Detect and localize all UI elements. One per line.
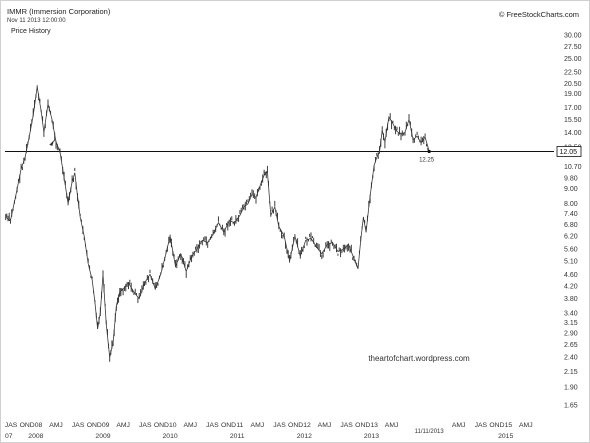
x-tick-label: OND — [489, 422, 504, 429]
y-tick-label: 22.50 — [564, 69, 582, 76]
x-year-label: 2013 — [364, 433, 379, 440]
x-tick-label: AMJ — [116, 422, 130, 429]
y-tick-label: 2.15 — [564, 369, 578, 376]
x-tick-label: OND — [221, 422, 236, 429]
plot-area: 12.25 12.05 theartofchart.wordpress.com — [5, 85, 582, 363]
x-year-label: 2015 — [498, 433, 513, 440]
x-year-label: 2009 — [95, 433, 110, 440]
arrow-mark — [49, 139, 55, 146]
y-tick-label: 9.80 — [564, 175, 578, 182]
y-tick-label: 2.90 — [564, 331, 578, 338]
y-tick-label: 8.00 — [564, 201, 578, 208]
y-tick-label: 6.20 — [564, 234, 578, 241]
y-tick-label: 2.40 — [564, 355, 578, 362]
credit-label: © FreeStockCharts.com — [498, 10, 579, 19]
x-tick-label: 13 — [370, 422, 378, 429]
y-tick-label: 17.00 — [564, 105, 582, 112]
x-tick-label: OND — [154, 422, 169, 429]
x-tick-label: JAS — [340, 422, 353, 429]
y-tick-label: 3.80 — [564, 296, 578, 303]
y-tick-label: 3.40 — [564, 310, 578, 317]
y-tick-label: 4.60 — [564, 272, 578, 279]
x-tick-label: 12 — [303, 422, 311, 429]
y-tick-label: 30.00 — [564, 33, 582, 40]
x-tick-label: JAS — [475, 422, 488, 429]
y-tick-label: 15.50 — [564, 117, 582, 124]
chart-title: IMMR (Immersion Corporation) — [7, 7, 111, 16]
watermark-text: theartofchart.wordpress.com — [368, 354, 470, 363]
price-series — [5, 85, 430, 362]
x-axis: JAS OND 08 AMJ JAS OND 09 AMJ JAS OND 10 AMJ JAS OND 1… — [5, 422, 533, 440]
x-year-label: 07 — [5, 433, 13, 440]
x-tick-label: 08 — [35, 422, 43, 429]
x-tick-label: JAS — [5, 422, 18, 429]
y-tick-label: 7.40 — [564, 211, 578, 218]
x-year-label: 2008 — [28, 433, 43, 440]
chart-subtitle: Price History — [11, 28, 51, 35]
x-tick-label: AMJ — [49, 422, 63, 429]
y-tick-label: 9.00 — [564, 186, 578, 193]
x-tick-label: AMJ — [251, 422, 265, 429]
x-tick-label: 11 — [236, 422, 243, 429]
x-tick-label: 10 — [169, 422, 177, 429]
y-tick-label: 19.00 — [564, 91, 582, 98]
current-price-label: 12.05 — [560, 149, 578, 156]
y-tick-label: 1.65 — [564, 403, 578, 410]
y-axis: 30.00 27.50 25.00 22.50 20.50 19.00 17.00 15.50… — [564, 33, 582, 410]
y-tick-label: 3.15 — [564, 320, 578, 327]
x-year-label: 2012 — [297, 433, 312, 440]
x-tick-label: OND — [288, 422, 303, 429]
x-tick-label: JAS — [273, 422, 286, 429]
y-tick-label: 5.60 — [564, 247, 578, 254]
x-tick-label: AMJ — [452, 422, 466, 429]
x-tick-label: AMJ — [519, 422, 533, 429]
x-tick-label: JAS — [206, 422, 219, 429]
x-tick-label: 09 — [102, 422, 110, 429]
x-tick-label: AMJ — [385, 422, 399, 429]
y-tick-label: 6.80 — [564, 222, 578, 229]
y-tick-label: 14.00 — [564, 130, 582, 137]
y-tick-label: 1.90 — [564, 385, 578, 392]
y-tick-label: 4.20 — [564, 283, 578, 290]
x-tick-label: OND — [87, 422, 102, 429]
last-price-marker — [427, 149, 431, 154]
x-tick-label: OND — [20, 422, 35, 429]
x-tick-label: OND — [355, 422, 370, 429]
x-year-label: 2011 — [230, 433, 245, 440]
y-tick-label: 25.00 — [564, 56, 582, 63]
y-tick-label: 5.10 — [564, 259, 578, 266]
annotation-label: 12.25 — [419, 157, 435, 163]
y-tick-label: 10.70 — [564, 164, 582, 171]
x-tick-label: JAS — [139, 422, 152, 429]
x-year-label: 2010 — [163, 433, 178, 440]
x-tick-label: JAS — [72, 422, 85, 429]
price-line — [5, 86, 430, 358]
x-tick-label: 15 — [505, 422, 513, 429]
chart-datetime: Nov 11 2013 12:00:00 — [7, 18, 66, 24]
y-tick-label: 20.50 — [564, 81, 582, 88]
x-tick-label: AMJ — [318, 422, 332, 429]
current-price-badge — [556, 146, 582, 157]
x-year-label: 11/11/2013 — [415, 429, 445, 435]
x-tick-label: AMJ — [183, 422, 197, 429]
y-tick-label: 2.65 — [564, 342, 578, 349]
y-tick-label: 27.50 — [564, 44, 582, 51]
